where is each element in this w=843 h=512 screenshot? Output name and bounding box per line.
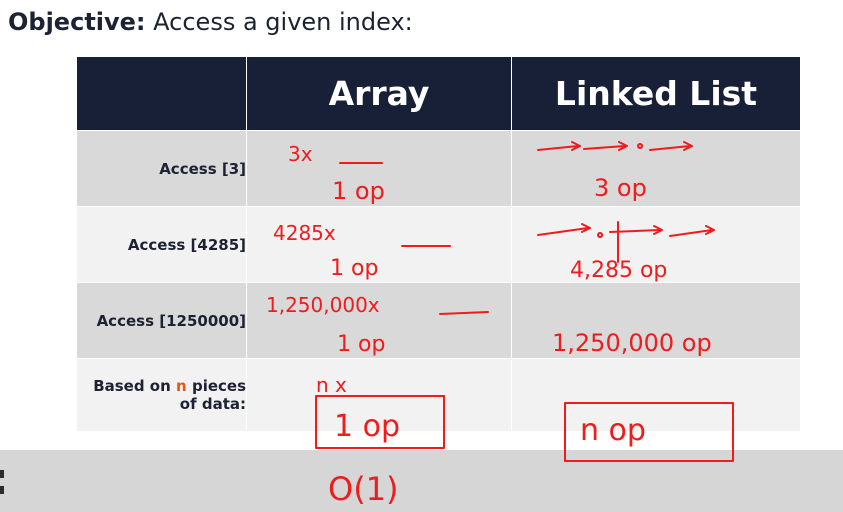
row-label: Based on n pieces of data: xyxy=(76,358,247,432)
linked-list-cell xyxy=(511,130,801,207)
array-cell xyxy=(246,206,512,283)
table-header-row: Array Linked List xyxy=(76,56,801,131)
label-highlight-n: n xyxy=(176,377,187,395)
header-array: Array xyxy=(246,56,512,131)
row-label: Access [4285] xyxy=(76,206,247,283)
edge-mark xyxy=(0,486,4,494)
array-cell xyxy=(246,282,512,359)
array-cell xyxy=(246,130,512,207)
table-row: Based on n pieces of data: xyxy=(76,358,801,432)
header-linked-list: Linked List xyxy=(511,56,801,131)
linked-list-cell xyxy=(511,282,801,359)
header-empty xyxy=(76,56,247,131)
label-line2: of data: xyxy=(179,395,246,413)
linked-list-cell xyxy=(511,358,801,432)
row-label: Access [1250000] xyxy=(76,282,247,359)
title-bold: Objective: xyxy=(8,8,146,36)
row-label: Access [3] xyxy=(76,130,247,207)
page-title: Objective: Access a given index: xyxy=(8,8,413,36)
table-row: Access [3] xyxy=(76,130,801,207)
array-cell xyxy=(246,358,512,432)
table-row: Access [1250000] xyxy=(76,282,801,359)
edge-mark xyxy=(0,470,4,478)
bottom-band xyxy=(0,450,843,512)
title-text: Access a given index: xyxy=(153,8,413,36)
label-mid: pieces xyxy=(191,377,246,395)
linked-list-cell xyxy=(511,206,801,283)
table-row: Access [4285] xyxy=(76,206,801,283)
comparison-table: Array Linked List Access [3] Access [428… xyxy=(76,56,801,432)
label-prefix: Based on xyxy=(93,377,171,395)
